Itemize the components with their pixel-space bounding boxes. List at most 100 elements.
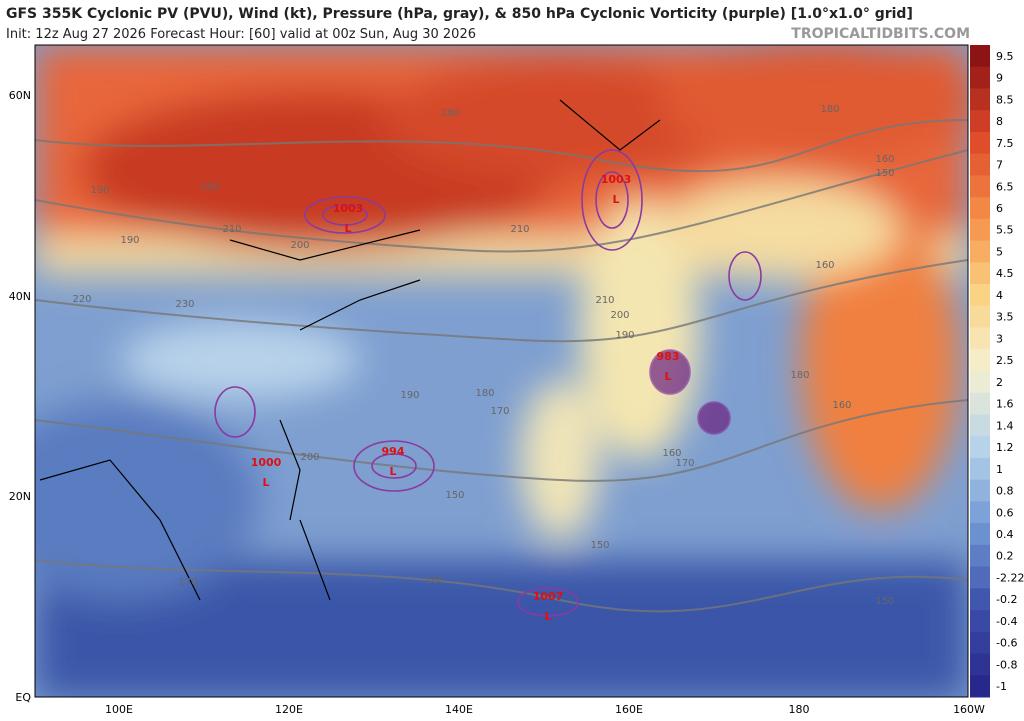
- colorbar-swatch: [970, 110, 990, 133]
- contour-label: 150: [875, 596, 894, 607]
- colorbar-swatch: [970, 479, 990, 502]
- colorbar-swatch: [970, 566, 990, 589]
- colorbar-label: 4.5: [996, 267, 1014, 280]
- contour-label: 200: [200, 182, 219, 193]
- lon-label: 100E: [105, 703, 133, 716]
- contour-label: 200: [610, 310, 629, 321]
- colorbar-swatch: [970, 523, 990, 546]
- contour-label: 210: [222, 224, 241, 235]
- contour-label: 190: [400, 390, 419, 401]
- colorbar-label: 4: [996, 289, 1003, 302]
- contour-label: 190: [90, 185, 109, 196]
- contour-label: 180: [440, 108, 459, 119]
- contour-label: 160: [875, 154, 894, 165]
- colorbar-swatch: [970, 501, 990, 524]
- contour-label: 200: [300, 452, 319, 463]
- low-symbol: L: [262, 476, 269, 489]
- colorbar-label: 2.5: [996, 354, 1014, 367]
- colorbar-label: -0.6: [996, 637, 1017, 650]
- colorbar-swatch: [970, 392, 990, 415]
- colorbar-swatch: [970, 631, 990, 655]
- low-pressure: 994: [382, 445, 405, 458]
- low-pressure: 1003: [601, 173, 632, 186]
- contour-label: 210: [595, 295, 614, 306]
- lat-label: 20N: [9, 490, 31, 503]
- colorbar-label: 9.5: [996, 50, 1014, 63]
- colorbar-swatch: [970, 45, 990, 68]
- contour-label: 160: [662, 448, 681, 459]
- colorbar-swatch: [970, 88, 990, 111]
- colorbar-swatch: [970, 284, 990, 307]
- colorbar-swatch: [970, 588, 990, 611]
- colorbar-label: 1: [996, 463, 1003, 476]
- colorbar-swatch: [970, 610, 990, 633]
- colorbar-label: 0.6: [996, 506, 1014, 519]
- lat-label: 60N: [9, 89, 31, 102]
- map: [35, 45, 968, 697]
- colorbar-swatch: [970, 371, 990, 394]
- lat-label: 40N: [9, 290, 31, 303]
- colorbar-label: 5.5: [996, 224, 1014, 237]
- contour-label: 210: [510, 224, 529, 235]
- colorbar-swatch: [970, 675, 990, 698]
- low-symbol: L: [389, 465, 396, 478]
- low-pressure: 1000: [251, 456, 282, 469]
- low-symbol: L: [544, 610, 551, 623]
- colorbar-label: 7: [996, 159, 1003, 172]
- colorbar-label: 0.4: [996, 528, 1014, 541]
- lon-label: 120E: [275, 703, 303, 716]
- colorbar-swatch: [970, 327, 990, 350]
- colorbar-swatch: [970, 436, 990, 459]
- title: GFS 355K Cyclonic PV (PVU), Wind (kt), P…: [6, 6, 913, 22]
- colorbar-label: -0.2: [996, 593, 1017, 606]
- colorbar-label: -0.4: [996, 615, 1017, 628]
- colorbar-swatch: [970, 653, 990, 676]
- colorbar-swatch: [970, 457, 990, 481]
- colorbar-swatch: [970, 66, 990, 89]
- colorbar-swatch: [970, 175, 990, 198]
- colorbar-swatch: [970, 305, 990, 329]
- colorbar-label: -0.8: [996, 658, 1017, 671]
- colorbar-swatch: [970, 218, 990, 242]
- colorbar-label: 7.5: [996, 137, 1014, 150]
- contour-label: 170: [675, 458, 694, 469]
- contour-label: 180: [820, 104, 839, 115]
- contour-label: 170: [490, 406, 509, 417]
- contour-label: 180: [790, 370, 809, 381]
- colorbar-label: 1.4: [996, 419, 1014, 432]
- colorbar-label: 0.2: [996, 550, 1014, 563]
- colorbar-label: 1.2: [996, 441, 1014, 454]
- colorbar-swatch: [970, 197, 990, 220]
- init-line: Init: 12z Aug 27 2026 Forecast Hour: [60…: [6, 27, 476, 42]
- contour-label: 190: [120, 235, 139, 246]
- colorbar-swatch: [970, 240, 990, 263]
- contour-label: 150: [875, 168, 894, 179]
- colorbar-swatch: [970, 131, 990, 155]
- colorbar-label: 9: [996, 72, 1003, 85]
- lon-label: 180: [789, 703, 810, 716]
- contour-label: 190: [615, 330, 634, 341]
- colorbar-label: 1.6: [996, 398, 1014, 411]
- colorbar-label: 0.8: [996, 485, 1014, 498]
- low-pressure: 983: [657, 350, 680, 363]
- lat-label: EQ: [15, 691, 31, 704]
- colorbar-swatch: [970, 153, 990, 176]
- contour-label: 200: [290, 240, 309, 251]
- contour-label: 220: [72, 294, 91, 305]
- credit: TROPICALTIDBITS.COM: [791, 26, 970, 42]
- colorbar-label: 3.5: [996, 311, 1014, 324]
- colorbar-label: 8: [996, 115, 1003, 128]
- contour-label: 150: [590, 540, 609, 551]
- colorbar-swatch: [970, 544, 990, 568]
- contour-label: 180: [475, 388, 494, 399]
- contour-label: 150: [445, 490, 464, 501]
- colorbar-swatch: [970, 349, 990, 372]
- low-pressure: 1003: [333, 202, 364, 215]
- colorbar-swatch: [970, 262, 990, 285]
- colorbar-label: 3: [996, 332, 1003, 345]
- contour-label: 170: [178, 577, 197, 588]
- lon-label: 160W: [953, 703, 985, 716]
- map-frame: [34, 44, 969, 698]
- low-symbol: L: [664, 370, 671, 383]
